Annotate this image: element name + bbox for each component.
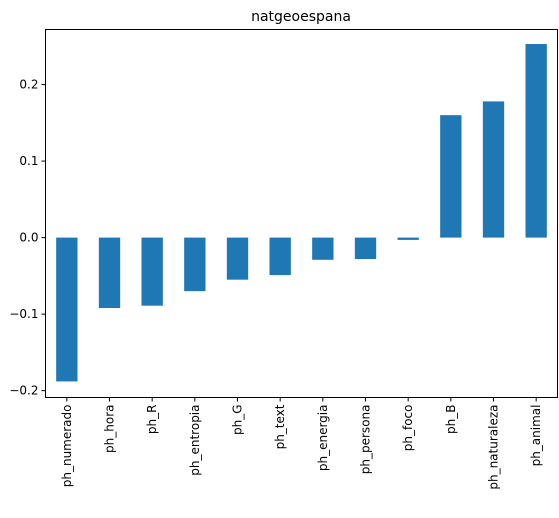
x-tick-label: ph_B [444, 405, 458, 434]
plot-frame [45, 29, 558, 398]
bar-ph_persona [354, 237, 377, 260]
y-tick-label: 0.1 [19, 154, 38, 168]
x-tick-label: ph_text [273, 404, 287, 449]
x-tick-label: ph_numerado [60, 405, 74, 488]
x-tick-label: ph_R [145, 405, 159, 435]
x-axis: ph_numerado ph_hora ph_R ph_entropia ph_G ph_… [60, 397, 543, 490]
bars-group [56, 44, 547, 382]
y-axis: −0.2 −0.1 0.0 0.1 0.2 [9, 78, 46, 398]
x-tick-label: ph_energia [316, 405, 330, 472]
y-tick-label: −0.1 [9, 307, 38, 321]
x-tick-label: ph_G [231, 405, 245, 436]
x-tick-label: ph_persona [359, 405, 373, 475]
bar-ph_G [226, 237, 249, 280]
x-tick-label: ph_naturaleza [487, 405, 501, 490]
bar-ph_numerado [56, 237, 78, 382]
y-tick-label: 0.2 [19, 78, 38, 92]
bar-ph_entropia [184, 237, 206, 292]
bar-ph_R [141, 237, 163, 306]
bar-ph_naturaleza [482, 101, 505, 238]
x-tick-label: ph_hora [103, 405, 117, 453]
y-tick-label: 0.0 [19, 231, 38, 245]
bar-ph_text [269, 237, 291, 276]
bar-ph_energia [312, 237, 334, 260]
x-tick-label: ph_foco [401, 405, 415, 452]
chart-title: natgeoespana [251, 9, 351, 25]
x-tick-label: ph_entropia [188, 405, 202, 476]
bar-ph_animal [525, 44, 547, 238]
bar-ph_B [440, 115, 462, 238]
bar-ph_hora [98, 237, 121, 308]
y-tick-label: −0.2 [9, 384, 38, 398]
bar-ph_foco [397, 237, 419, 240]
x-tick-label: ph_animal [529, 405, 543, 467]
